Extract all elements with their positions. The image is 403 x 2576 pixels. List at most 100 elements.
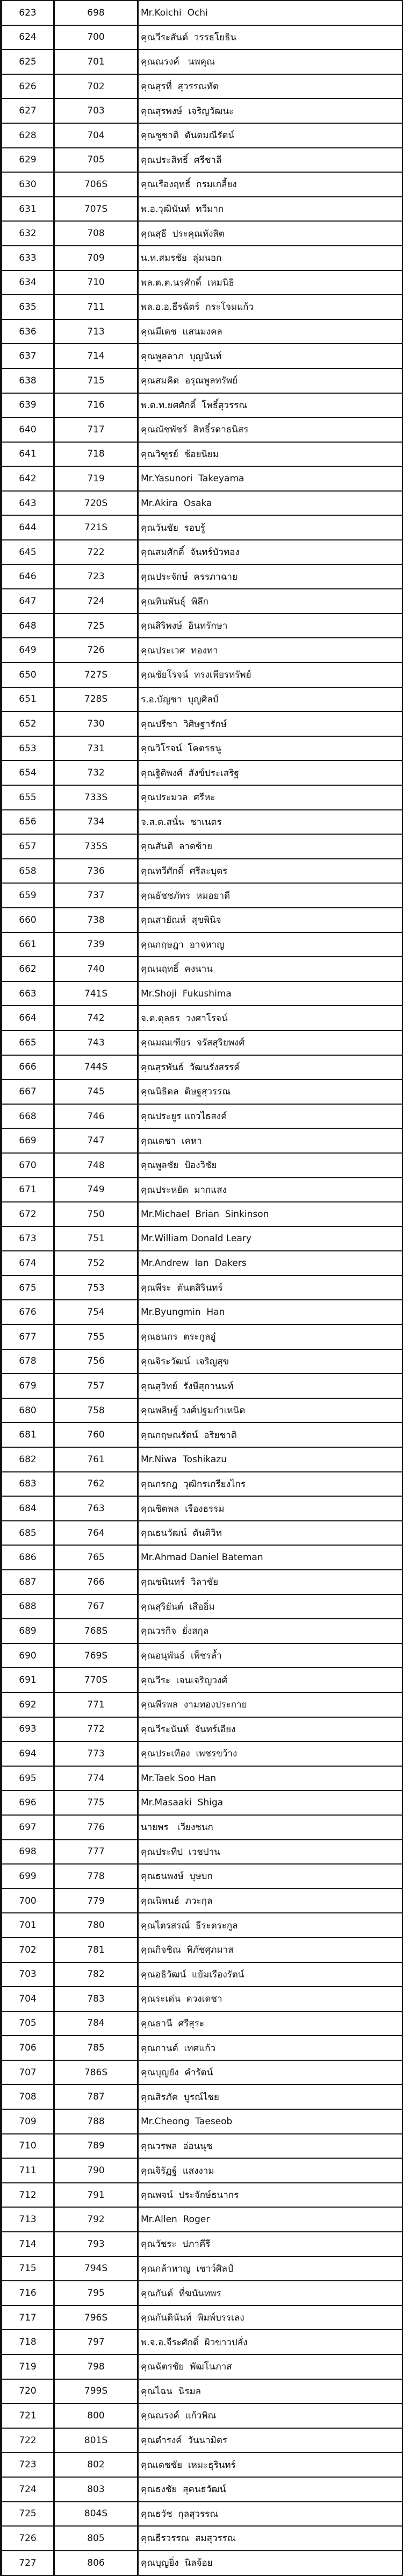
row-number: 681 [0, 1422, 55, 1448]
member-name: คุณวันชัย รอบรู้ [137, 515, 403, 541]
member-name: คุณสุรที่ สุวรรณทัต [137, 73, 403, 99]
table-row: 626 702 คุณสุรที่ สุวรรณทัต [0, 73, 403, 99]
table-row: 695 774 Mr.Taek Soo Han [0, 1765, 403, 1791]
member-code: 737 [53, 883, 139, 908]
table-row: 644 721S คุณวันชัย รอบรู้ [0, 515, 403, 541]
row-number: 715 [0, 2255, 55, 2282]
row-number: 646 [0, 564, 55, 590]
row-number: 693 [0, 1716, 55, 1742]
row-number: 667 [0, 1079, 55, 1105]
row-number: 676 [0, 1299, 55, 1326]
table-row: 636 713 คุณมีเดช แสนมงคล [0, 318, 403, 345]
row-number: 698 [0, 1839, 55, 1865]
row-number: 655 [0, 785, 55, 810]
row-number: 662 [0, 956, 55, 982]
row-number: 650 [0, 662, 55, 688]
row-number: 722 [0, 2427, 55, 2453]
row-number: 640 [0, 417, 55, 443]
member-name: พ.อ.วุฒินันท์ ทวีมาก [137, 196, 403, 222]
member-code: 765 [53, 1545, 139, 1570]
table-row: 705 784 คุณธานี ศรีสุระ [0, 2010, 403, 2037]
table-row: 629 705 คุณประสิทธิ์ ศรีชาลี [0, 147, 403, 173]
member-name: คุณกฤษณรัตน์ อริยชาติ [137, 1422, 403, 1448]
member-name: Mr.Michael Brian Sinkinson [137, 1201, 403, 1227]
row-number: 625 [0, 49, 55, 75]
table-row: 678 756 คุณจิระวัฒน์ เจริญสุข [0, 1348, 403, 1375]
member-name: คุณพูลลาภ บุญนันท์ [137, 343, 403, 369]
row-number: 663 [0, 980, 55, 1007]
row-number: 721 [0, 2403, 55, 2429]
member-name: คุณบุญยิ่ง นิลจ้อย [137, 2550, 403, 2576]
member-name: คุณชัยโรจน์ ทรงเพียรทรัพย์ [137, 662, 403, 688]
member-code: 731 [53, 735, 139, 762]
member-name: คุณพูลชัย ป้องวิชัย [137, 1152, 403, 1178]
table-row: 658 736 คุณทวีศักดิ์ ศรีละบุตร [0, 858, 403, 884]
member-name: Mr.Andrew Ian Dakers [137, 1250, 403, 1276]
row-number: 691 [0, 1667, 55, 1693]
member-code: 747 [53, 1128, 139, 1154]
member-name: คุณสายัณห์ สุขพินิจ [137, 907, 403, 933]
row-number: 639 [0, 392, 55, 418]
member-name: คุณวัชระ ปภาคีรี [137, 2231, 403, 2257]
table-row: 707 786S คุณบุญยัง คำรัตน์ [0, 2059, 403, 2086]
member-name: คุณเดชชัย เหมะธุรินทร์ [137, 2452, 403, 2478]
row-number: 696 [0, 1790, 55, 1816]
member-code: 745 [53, 1079, 139, 1105]
row-number: 659 [0, 883, 55, 908]
member-name: พ.จ.อ.จีระศักดิ์ ผิวขาวปลั่ง [137, 2329, 403, 2355]
row-number: 629 [0, 147, 55, 173]
row-number: 700 [0, 1888, 55, 1914]
member-code: 785 [53, 2035, 139, 2061]
member-code: 730 [53, 711, 139, 737]
member-name: Mr.Yasunori Takeyama [137, 466, 403, 492]
member-code: 768S [53, 1618, 139, 1644]
table-row: 635 711 พล.อ.อ.ธีรฉัตร์ กระโจมแก้ว [0, 294, 403, 320]
member-name: คุณธวัช กุลสุวรรณ [137, 2501, 403, 2527]
member-code: 800 [53, 2403, 139, 2429]
table-row: 634 710 พล.ต.ต.นรศักดิ์ เหมนิธิ [0, 269, 403, 296]
member-name: คุณฉัตรชัย พัฒโนภาส [137, 2354, 403, 2380]
member-code: 717 [53, 417, 139, 443]
member-name: คุณสิริพงษ์ อินทรักษา [137, 613, 403, 639]
member-code: 804S [53, 2501, 139, 2527]
member-code: 806 [53, 2550, 139, 2576]
table-row: 640 717 คุณณัชพัชร์ สิทธิ์รดาธนิสร [0, 417, 403, 443]
member-code: 727S [53, 662, 139, 688]
member-code: 789 [53, 2133, 139, 2159]
member-name: คุณปรีชา วิศิษฐารักษ์ [137, 711, 403, 737]
row-number: 671 [0, 1177, 55, 1203]
table-row: 637 714 คุณพูลลาภ บุญนันท์ [0, 343, 403, 369]
member-code: 795 [53, 2280, 139, 2306]
member-name: คุณชูชาติ ตันตมณีรัตน์ [137, 122, 403, 148]
member-name: คุณกันตินันท์ พิมพ์บรรเลง [137, 2304, 403, 2331]
table-row: 668 746 คุณประยูร แถวไธสงค์ [0, 1103, 403, 1129]
member-name: Mr.Taek Soo Han [137, 1765, 403, 1791]
member-code: 791 [53, 2182, 139, 2208]
member-code: 710 [53, 269, 139, 296]
member-name: คุณจิรัฏฐ์ แสงงาม [137, 2158, 403, 2183]
member-code: 782 [53, 1961, 139, 1988]
row-number: 687 [0, 1569, 55, 1595]
table-row: 701 780 คุณไตรสรณ์ ธีระตระกูล [0, 1912, 403, 1938]
row-number: 654 [0, 760, 55, 786]
row-number: 690 [0, 1642, 55, 1669]
member-code: 781 [53, 1937, 139, 1963]
table-row: 657 735S คุณสันติ ลาดซ้าย [0, 834, 403, 859]
member-name: คุณวรพล อ่อนนุช [137, 2133, 403, 2159]
table-row: 676 754 Mr.Byungmin Han [0, 1299, 403, 1326]
member-code: 790 [53, 2158, 139, 2183]
member-code: 732 [53, 760, 139, 786]
table-row: 709 788 Mr.Cheong Taeseob [0, 2109, 403, 2134]
member-code: 698 [53, 0, 139, 26]
member-name: คุณอธิวัฒน์ แย้มเรืองรัตน์ [137, 1961, 403, 1988]
member-name: พ.ต.ท.ยศศักดิ์ โพธิ์สุวรรณ [137, 392, 403, 418]
member-code: 757 [53, 1373, 139, 1399]
row-number: 708 [0, 2084, 55, 2110]
row-number: 699 [0, 1863, 55, 1889]
table-row: 697 776 นายพร เวียงชนก [0, 1814, 403, 1840]
member-name: คุณณรงค์ แก้วพิณ [137, 2403, 403, 2429]
row-number: 632 [0, 220, 55, 246]
member-name: คุณณรงค์ นพคุณ [137, 49, 403, 75]
member-code: 725 [53, 613, 139, 639]
table-row: 667 745 คุณนิธิดล ดิษฐสุวรรณ [0, 1079, 403, 1105]
